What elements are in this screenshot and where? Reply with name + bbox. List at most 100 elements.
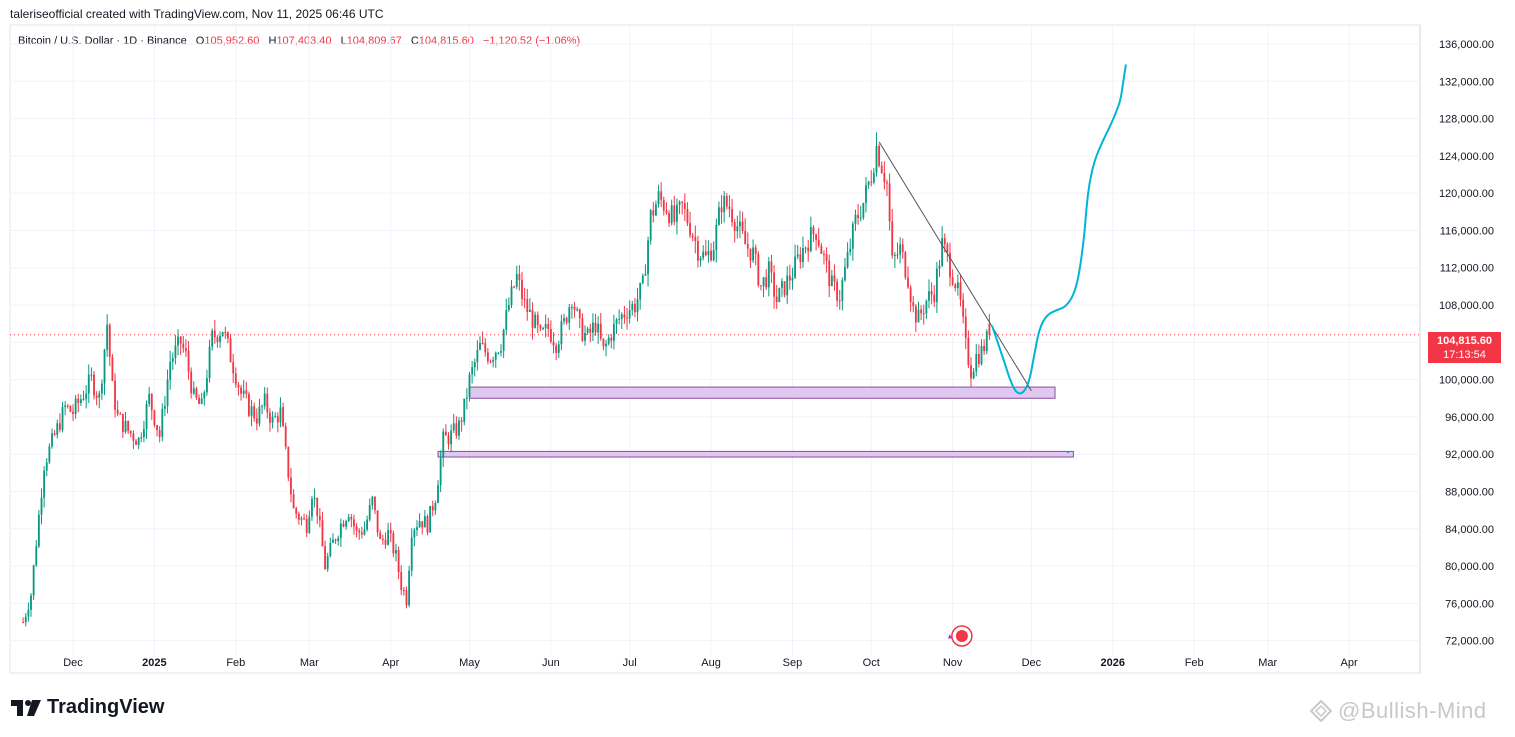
candle-body: [507, 305, 510, 311]
candle-body: [405, 590, 408, 606]
candle-body: [925, 300, 928, 314]
candle-body: [943, 237, 946, 245]
candle-body: [862, 202, 865, 218]
candle-body: [37, 514, 40, 547]
candle-body: [166, 379, 169, 406]
y-tick-label: 120,000.00: [1439, 188, 1494, 200]
projection-curve: [991, 64, 1127, 395]
candle-body: [568, 307, 571, 323]
candle-body: [594, 322, 597, 333]
candle-body: [967, 337, 970, 366]
y-tick-label: 80,000.00: [1445, 561, 1494, 573]
candle-body: [179, 336, 182, 344]
candle-body: [463, 398, 466, 422]
candle-body: [867, 181, 870, 186]
candle-body: [476, 349, 479, 363]
candle-body: [830, 275, 833, 287]
support-zone: [468, 386, 1056, 399]
tradingview-logo[interactable]: TradingView: [11, 696, 164, 719]
candle-body: [697, 241, 699, 261]
candle-body: [636, 299, 639, 313]
candle-body: [358, 530, 361, 533]
candle-body: [712, 250, 715, 261]
candle-body: [531, 309, 534, 328]
candle-body: [954, 284, 957, 289]
candle-body: [66, 405, 69, 407]
candle-body: [702, 251, 705, 259]
candle-body: [242, 390, 245, 394]
candle-body: [521, 279, 523, 299]
candle-body: [142, 428, 145, 438]
candle-body: [757, 253, 760, 286]
x-tick-label: Feb: [1185, 657, 1204, 669]
candle-body: [77, 398, 80, 404]
candle-body: [557, 344, 560, 353]
candle-body: [397, 550, 400, 573]
candle-body: [770, 261, 773, 273]
candle-body: [206, 378, 208, 393]
event-flag-inner: [955, 630, 968, 642]
candle-body: [163, 405, 166, 409]
candle-body: [880, 165, 883, 174]
candle-body: [878, 145, 881, 166]
candle-body: [555, 345, 558, 353]
candle-body: [387, 530, 390, 545]
candle-body: [914, 306, 917, 323]
candle-body: [271, 416, 274, 423]
candle-body: [946, 244, 949, 253]
candle-body: [145, 404, 148, 429]
candle-body: [321, 520, 324, 547]
candle-body: [489, 361, 492, 363]
candle-body: [360, 532, 363, 535]
candle-body: [515, 273, 518, 287]
candle-body: [655, 204, 657, 216]
candle-body: [854, 214, 857, 224]
candle-body: [668, 213, 670, 224]
candle-body: [723, 196, 726, 213]
candle-body: [833, 275, 836, 282]
candle-body: [305, 519, 308, 533]
candle-body: [224, 332, 227, 334]
candle-body: [329, 543, 332, 557]
candle-body: [69, 406, 72, 412]
candle-body: [492, 359, 495, 362]
y-tick-label: 92,000.00: [1445, 449, 1494, 461]
candle-body: [935, 268, 938, 302]
candle-body: [502, 329, 505, 351]
candle-body: [783, 281, 786, 296]
candle-body: [392, 533, 395, 554]
candle-body: [610, 337, 613, 341]
candle-body: [494, 352, 497, 360]
candle-body: [255, 418, 258, 424]
candle-body: [82, 398, 85, 400]
candle-body: [24, 616, 27, 623]
candle-body: [187, 351, 190, 372]
candle-body: [534, 314, 537, 328]
candle-body: [615, 319, 618, 324]
candle-body: [484, 343, 487, 353]
candle-body: [983, 346, 986, 352]
y-tick-label: 100,000.00: [1439, 375, 1494, 387]
candle-body: [32, 565, 35, 596]
candle-body: [182, 343, 185, 349]
candle-body: [350, 516, 353, 520]
candle-body: [250, 406, 253, 416]
candle-body: [510, 286, 513, 306]
candle-body: [762, 277, 765, 287]
candle-body: [447, 435, 450, 445]
candle-body: [434, 503, 437, 511]
candle-body: [345, 521, 348, 527]
candle-body: [720, 207, 723, 213]
candle-body: [904, 252, 907, 278]
candle-body: [153, 410, 156, 426]
candle-body: [229, 338, 232, 363]
candle-body: [140, 437, 143, 439]
candle-body: [749, 248, 752, 261]
candle-body: [605, 343, 607, 347]
watermark-text: @Bullish-Mind: [1338, 698, 1487, 723]
candle-body: [161, 408, 164, 437]
candle-body: [74, 398, 77, 414]
candle-body: [584, 332, 586, 341]
candle-body: [975, 354, 978, 372]
